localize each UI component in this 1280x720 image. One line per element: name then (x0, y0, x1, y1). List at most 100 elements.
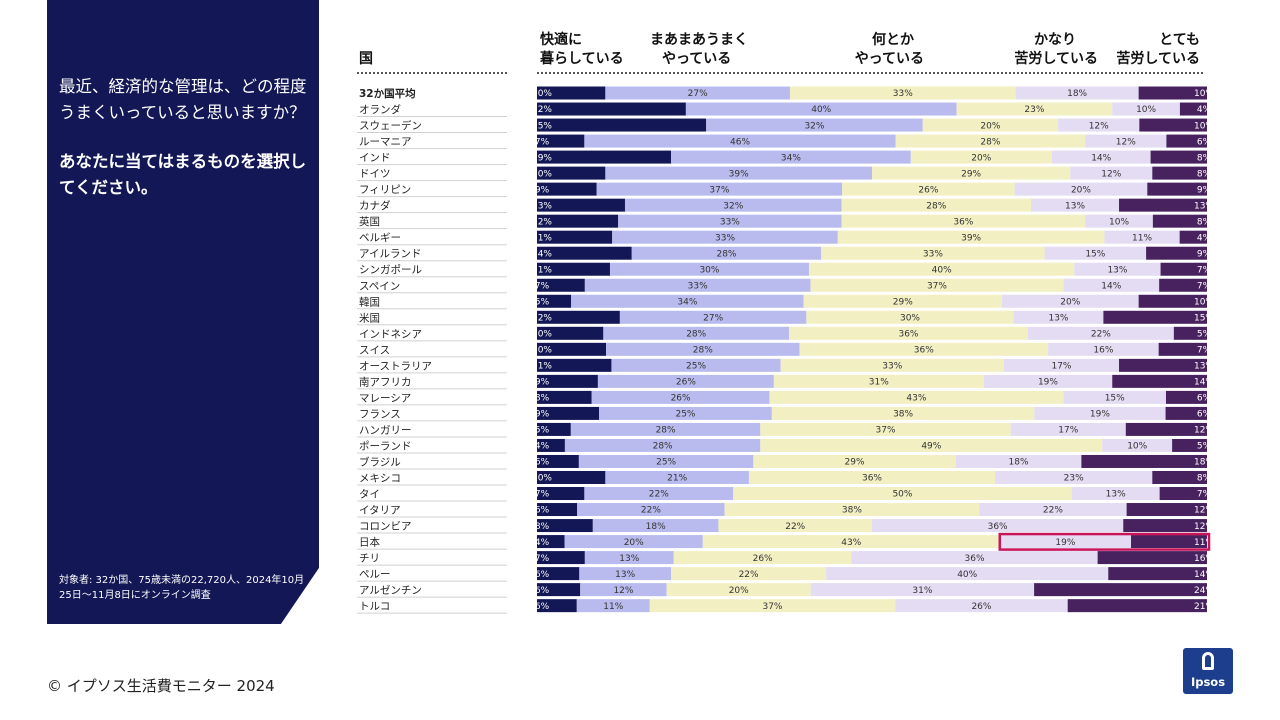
data-label: 36% (965, 554, 985, 564)
bar-segment (1085, 134, 1167, 148)
bar-segment (537, 503, 578, 517)
data-label: 23% (1064, 474, 1084, 484)
bar-segment (760, 438, 1103, 452)
bar-segment (1159, 278, 1207, 292)
bar-segment (753, 454, 956, 468)
country-label: ベルギー (359, 232, 401, 244)
data-label: 36% (914, 346, 934, 356)
data-label: 36% (898, 330, 918, 340)
data-label: 9% (535, 378, 550, 388)
bar-segment (537, 406, 600, 420)
data-label: 33% (715, 233, 735, 243)
bar-segment (702, 535, 1000, 549)
bar-segment (579, 567, 671, 581)
data-label: 20% (971, 153, 991, 163)
header-difficult-line2: 苦労している (1014, 51, 1098, 67)
bar-row: オランダ 22% 40% 23% 10% 4% (357, 102, 1212, 118)
bar-row: 日本 4% 20% 43% 19% 11% (357, 532, 1214, 551)
country-label: トルコ (359, 601, 390, 613)
data-label: 33% (923, 249, 943, 259)
bar-segment (584, 134, 896, 148)
data-label: 15% (1085, 249, 1105, 259)
bar-segment (1102, 438, 1173, 452)
bar-row: スペイン 7% 33% 37% 14% 7% (357, 278, 1212, 294)
data-label: 14% (1194, 570, 1214, 580)
data-label: 34% (677, 297, 697, 307)
bar-segment (1071, 487, 1160, 501)
instruction-text: あなたに当てはまるものを選択してください。 (59, 152, 307, 197)
country-label: フィリピン (359, 184, 411, 196)
bar-segment (537, 150, 671, 164)
data-label: 29% (961, 169, 981, 179)
data-label: 17% (1051, 362, 1071, 372)
bar-segment (537, 182, 597, 196)
bar-segment (537, 487, 585, 501)
data-label: 39% (729, 169, 749, 179)
bar-segment (537, 358, 612, 372)
bar-segment (603, 326, 790, 340)
data-label: 11% (532, 233, 552, 243)
bar-row: インドネシア 10% 28% 36% 22% 5% (357, 326, 1212, 342)
data-label: 22% (649, 490, 669, 500)
country-label: スウェーデン (359, 119, 422, 132)
data-label: 28% (980, 137, 1000, 147)
bar-segment (1044, 246, 1147, 260)
country-label: ブラジル (359, 455, 401, 468)
data-label: 34% (781, 153, 801, 163)
data-label: 33% (688, 281, 708, 291)
bar-row: 南アフリカ 9% 26% 31% 19% 14% (357, 374, 1214, 390)
bar-row: ハンガリー 5% 28% 37% 17% 12% (357, 422, 1214, 438)
data-label: 36% (862, 474, 882, 484)
bar-segment (1112, 374, 1207, 388)
country-label: スペイン (359, 280, 400, 292)
bar-segment (1166, 134, 1207, 148)
highlight-box (998, 532, 1211, 551)
bar-segment (895, 134, 1086, 148)
bar-segment (685, 102, 957, 116)
data-label: 25% (675, 410, 695, 420)
data-label: 14% (1101, 281, 1121, 291)
bar-segment (605, 166, 872, 180)
bar-segment (872, 166, 1071, 180)
bar-segment (1085, 214, 1153, 228)
country-label: イタリア (359, 505, 401, 517)
header-divider-chart (537, 72, 1203, 74)
header-difficult-line1: かなり (1034, 32, 1076, 48)
bar-row: 32か国平均 10% 27% 33% 18% 10% (359, 86, 1214, 100)
data-label: 20% (1060, 297, 1080, 307)
bar-segment (955, 454, 1082, 468)
bar-segment (671, 150, 911, 164)
bar-segment (537, 454, 579, 468)
bar-segment (1048, 342, 1159, 356)
data-label: 10% (532, 346, 552, 356)
data-label: 11% (603, 602, 623, 612)
data-label: 10% (532, 474, 552, 484)
data-label: 28% (653, 442, 673, 452)
bar-segment (537, 374, 598, 388)
header-finding-it-difficult: かなり 苦労している (990, 31, 1098, 69)
ipsos-logo: Ipsos (1183, 648, 1233, 694)
data-label: 5% (535, 297, 550, 307)
data-label: 13% (1048, 313, 1068, 323)
data-label: 7% (535, 554, 550, 564)
bar-segment (1172, 438, 1207, 452)
data-label: 37% (762, 602, 782, 612)
bar-segment (1150, 150, 1207, 164)
bar-row: マレーシア 8% 26% 43% 15% 6% (357, 390, 1212, 406)
data-label: 22% (1091, 330, 1111, 340)
bar-segment (1097, 551, 1207, 565)
bar-segment (1146, 246, 1207, 260)
data-label: 13% (1106, 490, 1126, 500)
data-label: 12% (1089, 121, 1109, 131)
data-label: 4% (535, 442, 550, 452)
bar-segment (537, 470, 606, 484)
bar-segment (851, 551, 1098, 565)
data-label: 16% (1093, 346, 1113, 356)
bar-row: コロンビア 8% 18% 22% 36% 12% (357, 519, 1214, 534)
data-label: 19% (532, 153, 552, 163)
data-label: 31% (912, 586, 932, 596)
bar-segment (612, 230, 838, 244)
bar-segment (564, 438, 761, 452)
bar-segment (605, 470, 749, 484)
